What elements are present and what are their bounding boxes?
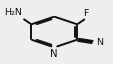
Text: N: N bbox=[50, 49, 58, 59]
Text: F: F bbox=[82, 9, 88, 18]
Text: H₂N: H₂N bbox=[4, 8, 21, 17]
Text: N: N bbox=[96, 38, 103, 47]
